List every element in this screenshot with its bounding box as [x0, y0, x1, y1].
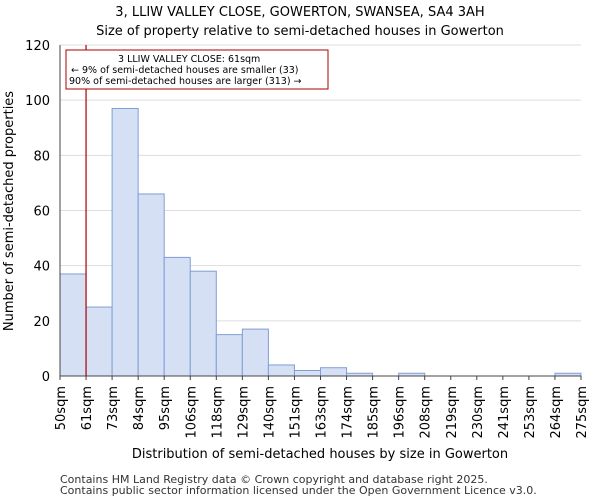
bar-163sqm: [320, 367, 348, 377]
x-tick-label: 219sqm: [445, 386, 460, 439]
x-tick-label: 241sqm: [497, 386, 512, 439]
x-tick-label: 95sqm: [158, 386, 173, 430]
footer-line1: Contains HM Land Registry data © Crown c…: [60, 473, 488, 486]
x-tick-label: 73sqm: [106, 386, 121, 430]
annotation-box: 3 LLIW VALLEY CLOSE: 61sqm ← 9% of semi-…: [65, 49, 329, 90]
bar-50sqm: [59, 273, 87, 377]
annotation-line1: 3 LLIW VALLEY CLOSE: 61sqm: [118, 54, 260, 65]
x-tick-label: 275sqm: [575, 386, 590, 439]
x-axis-label: Distribution of semi-detached houses by …: [132, 447, 508, 462]
footer-line2: Contains public sector information licen…: [60, 484, 537, 497]
bar-61sqm: [85, 306, 113, 377]
y-axis-label: Number of semi-detached properties: [2, 91, 17, 331]
x-tick-label: 208sqm: [419, 386, 434, 439]
y-tick-label: 20: [33, 315, 50, 330]
bar-106sqm: [189, 270, 217, 377]
y-tick-label: 80: [33, 149, 50, 164]
x-tick-label: 129sqm: [236, 386, 251, 439]
bar-140sqm: [267, 364, 295, 377]
bars: [59, 107, 582, 377]
bar-84sqm: [137, 193, 165, 377]
y-ticks: 0 20 40 60 80 100 120: [25, 39, 50, 385]
x-tick-label: 230sqm: [471, 386, 486, 439]
y-tick-label: 100: [25, 94, 50, 109]
y-tick-label: 120: [25, 39, 50, 54]
x-tick-label: 163sqm: [315, 386, 330, 439]
x-ticks: 50sqm 61sqm 73sqm 84sqm 95sqm 106sqm 118sqm 129…: [54, 376, 590, 439]
x-tick-label: 196sqm: [393, 386, 408, 439]
x-tick-label: 174sqm: [341, 386, 356, 439]
x-tick-label: 61sqm: [80, 386, 95, 430]
bar-73sqm: [111, 107, 139, 377]
x-tick-label: 140sqm: [262, 386, 277, 439]
y-tick-label: 40: [33, 260, 50, 275]
bar-151sqm: [293, 369, 322, 377]
annotation-line2: ← 9% of semi-detached houses are smaller…: [71, 65, 299, 76]
x-tick-label: 253sqm: [523, 386, 538, 439]
x-tick-label: 185sqm: [367, 386, 382, 439]
bar-129sqm: [241, 328, 269, 377]
x-tick-label: 84sqm: [132, 386, 147, 430]
x-tick-label: 264sqm: [549, 386, 564, 439]
y-tick-label: 0: [42, 370, 50, 385]
x-tick-label: 118sqm: [210, 386, 225, 439]
annotation-line3: 90% of semi-detached houses are larger (…: [69, 76, 302, 87]
bar-95sqm: [163, 256, 191, 377]
x-tick-label: 106sqm: [184, 386, 199, 439]
y-tick-label: 60: [33, 205, 50, 220]
x-tick-label: 151sqm: [288, 386, 303, 439]
bar-118sqm: [215, 334, 243, 377]
chart-title: 3, LLIW VALLEY CLOSE, GOWERTON, SWANSEA,…: [115, 5, 484, 20]
x-tick-label: 50sqm: [54, 386, 69, 430]
chart-subtitle: Size of property relative to semi-detach…: [96, 24, 504, 39]
